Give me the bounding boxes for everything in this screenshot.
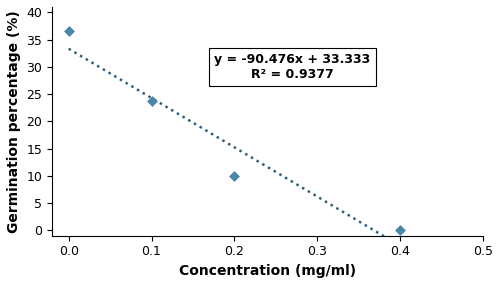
- Point: [64, 28, 72, 33]
- Point: [230, 174, 238, 178]
- Point: [396, 228, 404, 233]
- X-axis label: Concentration (mg/ml): Concentration (mg/ml): [179, 264, 356, 278]
- Text: y = -90.476x + 33.333
R² = 0.9377: y = -90.476x + 33.333 R² = 0.9377: [214, 53, 370, 81]
- Point: [148, 98, 156, 103]
- Y-axis label: Germination percentage (%): Germination percentage (%): [7, 10, 21, 233]
